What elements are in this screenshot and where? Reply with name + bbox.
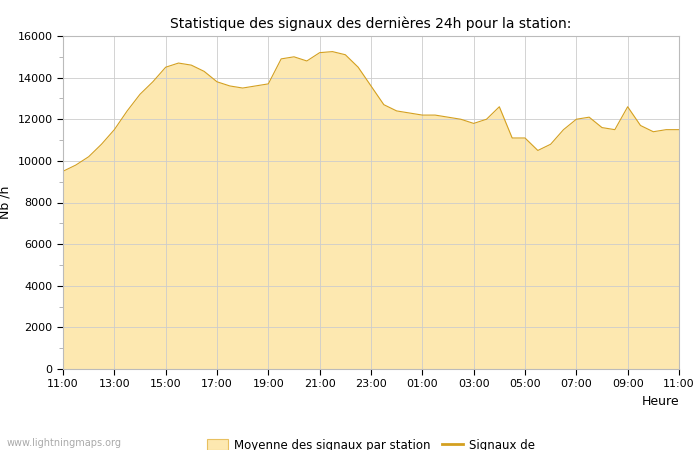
- Y-axis label: Nb /h: Nb /h: [0, 186, 12, 219]
- Legend: Moyenne des signaux par station, Signaux de: Moyenne des signaux par station, Signaux…: [202, 434, 540, 450]
- X-axis label: Heure: Heure: [641, 395, 679, 408]
- Text: www.lightningmaps.org: www.lightningmaps.org: [7, 438, 122, 448]
- Title: Statistique des signaux des dernières 24h pour la station:: Statistique des signaux des dernières 24…: [170, 16, 572, 31]
